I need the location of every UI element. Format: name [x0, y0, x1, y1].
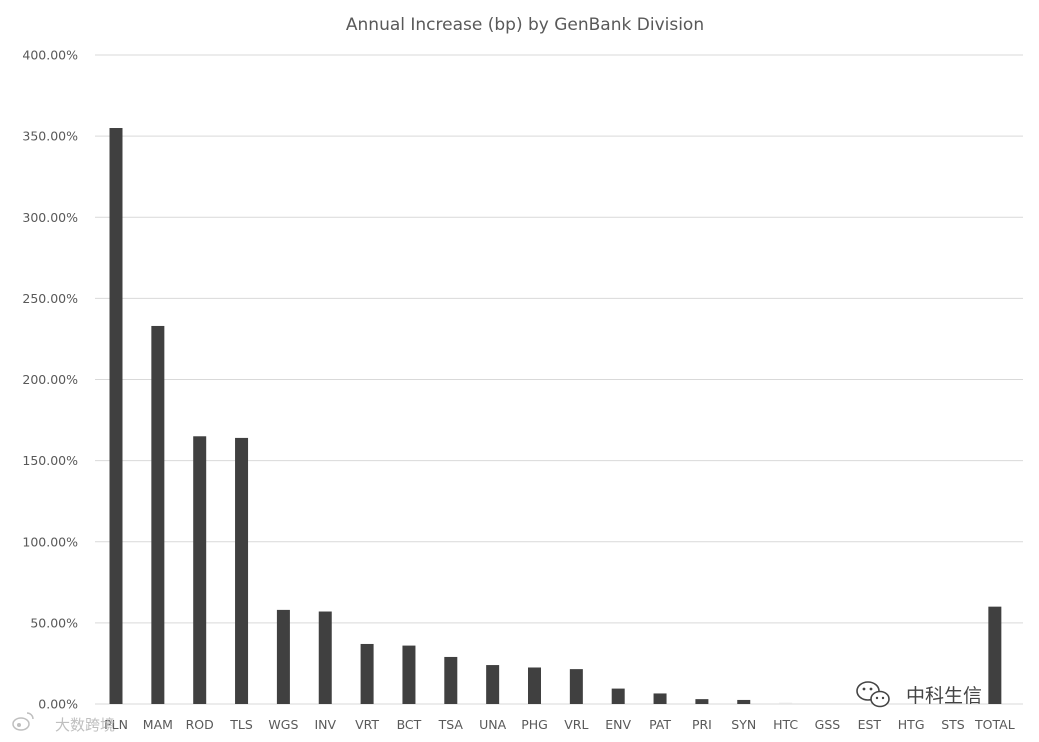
y-tick-label: 400.00% — [22, 48, 78, 63]
x-tick-label-vrt: VRT — [355, 717, 379, 732]
x-tick-label-sts: STS — [941, 717, 965, 732]
wechat-watermark: 中科生信 — [856, 681, 982, 708]
y-tick-label: 350.00% — [22, 129, 78, 144]
x-tick-label-gss: GSS — [815, 717, 841, 732]
x-tick-label-mam: MAM — [143, 717, 173, 732]
gridlines — [95, 54, 1023, 705]
x-tick-label-pat: PAT — [649, 717, 671, 732]
bar-rod — [193, 436, 207, 704]
x-tick-label-inv: INV — [314, 717, 336, 732]
weibo-watermark-text: 大数跨境 — [55, 716, 115, 734]
x-tick-label-vrl: VRL — [564, 717, 588, 732]
x-tick-label-htg: HTG — [898, 717, 925, 732]
weibo-icon — [12, 712, 34, 731]
wechat-icon — [856, 681, 890, 708]
bar-pat — [653, 693, 667, 704]
weibo-watermark: 大数跨境 — [12, 712, 115, 734]
x-tick-label-syn: SYN — [731, 717, 756, 732]
y-tick-label: 300.00% — [22, 210, 78, 225]
x-tick-label-pri: PRI — [692, 717, 712, 732]
y-tick-label: 200.00% — [22, 372, 78, 387]
x-tick-label-una: UNA — [479, 717, 506, 732]
bar-total — [988, 606, 1002, 704]
y-tick-label: 250.00% — [22, 291, 78, 306]
y-tick-label: 150.00% — [22, 453, 78, 468]
y-tick-label: 0.00% — [38, 697, 78, 712]
x-tick-label-htc: HTC — [773, 717, 798, 732]
x-tick-label-total: TOTAL — [974, 717, 1015, 732]
wechat-watermark-text: 中科生信 — [906, 685, 982, 707]
bar-inv — [318, 611, 332, 704]
y-tick-label: 100.00% — [22, 534, 78, 549]
bar-mam — [151, 325, 165, 704]
bar-syn — [737, 699, 751, 704]
y-axis-tick-labels: 0.00% 50.00% 100.00% 150.00% 200.00% 250.00% 3… — [22, 48, 78, 712]
bar-env — [611, 688, 625, 704]
bar-htc — [779, 702, 793, 704]
x-tick-label-env: ENV — [605, 717, 631, 732]
x-tick-label-bct: BCT — [397, 717, 422, 732]
bar-una — [486, 665, 500, 704]
x-axis-tick-labels: PLN MAM ROD TLS WGS INV VRT BCT TSA UNA PHG VRL ENV P… — [104, 717, 1015, 732]
bar-tsa — [444, 656, 458, 704]
bar-wgs — [276, 609, 290, 704]
bar-pln — [109, 128, 123, 704]
x-tick-label-tls: TLS — [229, 717, 253, 732]
bar-pri — [695, 699, 709, 704]
x-tick-label-rod: ROD — [186, 717, 214, 732]
x-tick-label-est: EST — [858, 717, 882, 732]
x-tick-label-tsa: TSA — [438, 717, 464, 732]
x-tick-label-pln: PLN — [104, 717, 128, 732]
chart-title: Annual Increase (bp) by GenBank Division — [346, 15, 704, 35]
bar-bct — [402, 645, 416, 704]
x-tick-label-wgs: WGS — [268, 717, 298, 732]
y-tick-label: 50.00% — [30, 615, 78, 630]
bars — [109, 128, 1002, 704]
bar-vrl — [569, 669, 583, 704]
bar-phg — [528, 667, 541, 704]
bar-tls — [235, 437, 249, 704]
bar-vrt — [360, 643, 374, 704]
x-tick-label-phg: PHG — [521, 717, 548, 732]
